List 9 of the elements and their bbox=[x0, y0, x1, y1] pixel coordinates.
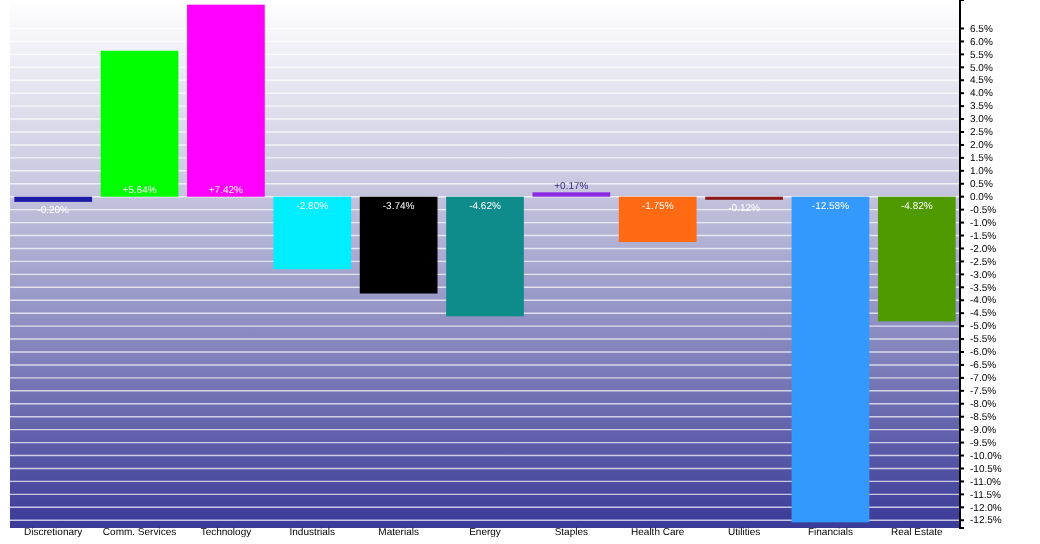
bar bbox=[877, 196, 956, 322]
bar bbox=[187, 4, 265, 197]
bar bbox=[791, 196, 870, 523]
bar bbox=[618, 196, 697, 242]
bar bbox=[446, 196, 524, 317]
bar bbox=[100, 50, 179, 197]
bar bbox=[273, 196, 352, 270]
bar bbox=[14, 196, 93, 202]
bar bbox=[359, 196, 438, 294]
